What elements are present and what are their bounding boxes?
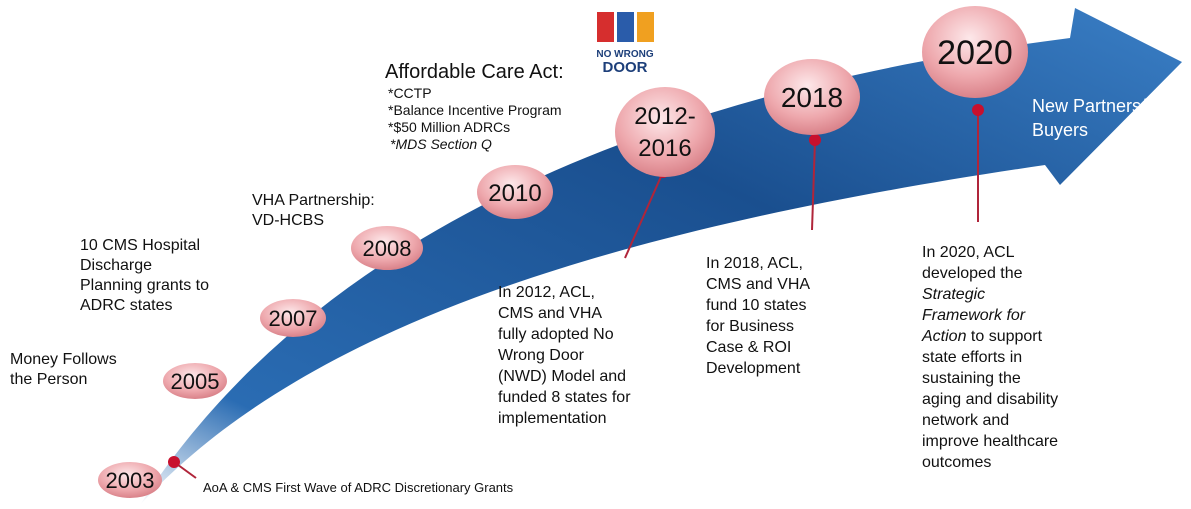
text-line: sustaining the [922, 370, 1021, 387]
text-line: fully adopted No [498, 326, 614, 343]
arrow [140, 8, 1182, 505]
text-line: Case & ROI [706, 339, 791, 356]
text-line: *CCTP [388, 85, 432, 101]
milestone-text: In 2018, ACL, CMS and VHA fund 10 states fo… [706, 255, 810, 377]
year: 2003 [106, 468, 155, 493]
text-line: state efforts in [922, 349, 1022, 366]
text-line: 10 CMS Hospital [80, 237, 200, 254]
text-line: Framework for [922, 307, 1026, 324]
text-line: In 2018, ACL, [706, 255, 803, 272]
text-line: to support [966, 328, 1042, 345]
text-line: ADRC states [80, 297, 172, 314]
text-line: Money Follows [10, 351, 117, 368]
text-line: CMS and VHA [498, 305, 602, 322]
milestone-text: VHA Partnership: VD-HCBS [252, 192, 375, 229]
text-line: developed the [922, 265, 1023, 282]
milestone-text: In 2012, ACL, CMS and VHA fully adopted No… [498, 284, 631, 427]
year: 2005 [171, 369, 220, 394]
milestone-text: AoA & CMS First Wave of ADRC Discretiona… [203, 480, 514, 495]
milestone-title: Affordable Care Act: [385, 61, 564, 83]
text-line: Development [706, 360, 801, 377]
milestone-text: In 2020, ACL developed the Strategic Framew… [921, 244, 1058, 471]
text-line: Action [921, 328, 967, 345]
text-line: funded 8 states for [498, 389, 631, 406]
year: 2010 [488, 180, 541, 207]
text-line: Planning grants to [80, 277, 209, 294]
logo-text: DOOR [603, 59, 648, 76]
text-line: network and [922, 412, 1009, 429]
text-line: CMS and VHA [706, 276, 810, 293]
text-line: aging and disability [922, 391, 1058, 408]
text-line: VHA Partnership: [252, 192, 375, 209]
text-line: Strategic [922, 286, 985, 303]
text-line: *MDS Section Q [390, 136, 492, 152]
text-line: for Business [706, 318, 794, 335]
year: 2008 [363, 236, 412, 261]
year: 2012- [634, 103, 695, 130]
milestone-text: Money Follows the Person [10, 351, 117, 388]
text-line: New Partners/ [1032, 96, 1146, 116]
text-line: *$50 Million ADRCs [388, 119, 510, 135]
text-line: *Balance Incentive Program [388, 102, 562, 118]
year: 2018 [781, 82, 843, 113]
text-line: In 2012, ACL, [498, 284, 595, 301]
text-line: outcomes [922, 454, 991, 471]
milestone-text: 10 CMS Hospital Discharge Planning grants … [80, 237, 209, 314]
text-line: fund 10 states [706, 297, 807, 314]
logo: NO WRONG DOOR [596, 12, 654, 76]
text-line: improve healthcare [922, 433, 1058, 450]
text-line: In 2020, ACL [922, 244, 1015, 261]
year: 2020 [937, 34, 1013, 72]
text-line: the Person [10, 371, 87, 388]
milestone-text: *CCTP*Balance Incentive Program*$50 Mill… [388, 85, 562, 152]
year: 2007 [269, 306, 318, 331]
text-line: Discharge [80, 257, 152, 274]
year: 2016 [638, 135, 691, 162]
timeline-diagram: New Partners/Buyers NO WRONG DOOR 2003 2… [0, 0, 1191, 509]
text-line: (NWD) Model and [498, 368, 626, 385]
text-line: VD-HCBS [252, 212, 324, 229]
text-line: Buyers [1032, 120, 1088, 140]
text-line: implementation [498, 410, 607, 427]
text-line: Wrong Door [498, 347, 585, 364]
